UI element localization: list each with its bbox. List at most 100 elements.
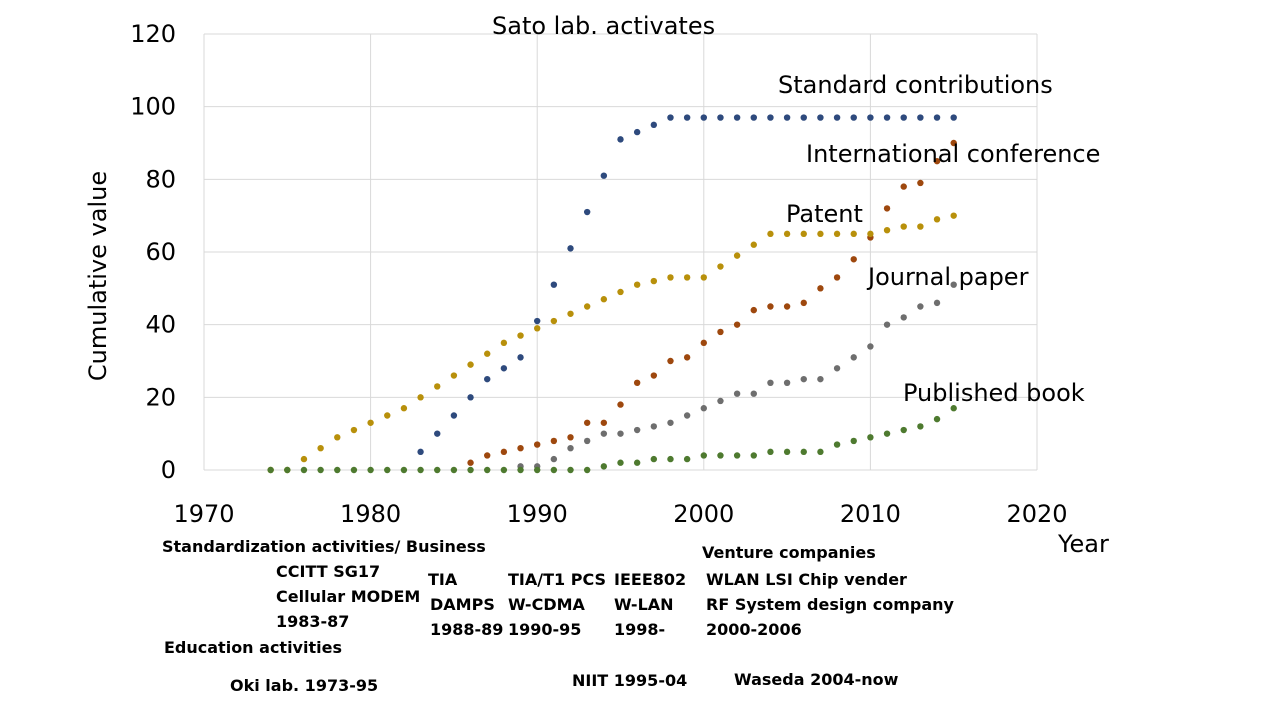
point-patent xyxy=(334,434,341,441)
point-published-book xyxy=(650,455,658,463)
point-standard-contributions xyxy=(484,375,491,383)
note-tia: TIA xyxy=(428,570,458,589)
point-international-conference xyxy=(717,328,724,336)
point-standard-contributions xyxy=(900,114,907,121)
point-patent xyxy=(867,230,874,238)
point-journal-paper xyxy=(567,445,574,452)
series-published-book xyxy=(267,405,957,474)
point-patent xyxy=(550,317,558,325)
point-journal-paper xyxy=(583,437,591,445)
point-patent xyxy=(850,230,857,238)
y-tick-label: 120 xyxy=(130,20,176,48)
point-published-book xyxy=(583,466,591,474)
point-standard-contributions xyxy=(600,172,608,179)
x-tick-label: 1980 xyxy=(340,500,401,528)
point-international-conference xyxy=(800,299,807,307)
point-international-conference xyxy=(600,419,608,426)
point-standard-contributions xyxy=(817,114,824,121)
point-patent xyxy=(833,230,841,238)
y-tick-label: 60 xyxy=(145,238,176,266)
point-patent xyxy=(950,212,957,219)
point-patent xyxy=(667,274,674,281)
label-standard-contributions: Standard contributions xyxy=(778,71,1053,99)
note-wcdma-years: 1990-95 xyxy=(508,620,582,639)
point-standard-contributions xyxy=(767,114,774,121)
point-international-conference xyxy=(683,354,691,361)
point-published-book xyxy=(867,434,874,441)
point-patent xyxy=(617,288,624,296)
point-standard-contributions xyxy=(450,412,458,419)
y-tick-label: 80 xyxy=(145,165,176,193)
note-venture-companies: Venture companies xyxy=(702,543,876,562)
series-standard-contributions xyxy=(417,114,957,456)
point-standard-contributions xyxy=(567,245,574,252)
x-tick-label: 2000 xyxy=(673,500,734,528)
series-international-conference xyxy=(467,139,957,466)
point-standard-contributions xyxy=(800,114,807,121)
point-published-book xyxy=(600,463,608,470)
point-journal-paper xyxy=(800,375,807,383)
note-damps: DAMPS xyxy=(430,595,495,614)
point-patent xyxy=(800,230,807,238)
point-published-book xyxy=(434,466,441,474)
point-patent xyxy=(650,277,658,285)
point-patent xyxy=(317,445,324,452)
point-published-book xyxy=(534,466,541,474)
note-education: Education activities xyxy=(164,638,342,657)
note-standardization-business: Standardization activities/ Business xyxy=(162,537,486,556)
point-journal-paper xyxy=(717,397,724,405)
point-international-conference xyxy=(850,256,857,263)
note-wcdma: W-CDMA xyxy=(508,595,585,614)
point-patent xyxy=(900,223,907,230)
x-tick-label: 1990 xyxy=(507,500,568,528)
series-journal-paper xyxy=(517,281,957,470)
point-standard-contributions xyxy=(883,114,891,121)
point-patent xyxy=(717,263,724,270)
data-points xyxy=(267,114,957,474)
y-tick-label: 20 xyxy=(145,383,176,411)
note-waseda: Waseda 2004-now xyxy=(734,670,899,689)
point-journal-paper xyxy=(750,390,757,397)
point-published-book xyxy=(750,452,757,459)
point-patent xyxy=(400,405,408,412)
point-published-book xyxy=(550,466,558,474)
point-published-book xyxy=(850,437,857,445)
point-international-conference xyxy=(534,441,541,448)
point-published-book xyxy=(334,466,341,474)
point-standard-contributions xyxy=(700,114,707,121)
point-published-book xyxy=(667,455,674,463)
point-published-book xyxy=(317,466,324,474)
point-published-book xyxy=(384,466,391,474)
point-published-book xyxy=(833,441,841,448)
point-patent xyxy=(683,274,691,281)
point-international-conference xyxy=(933,157,941,165)
note-tia-pcs: TIA/T1 PCS xyxy=(508,570,606,589)
point-international-conference xyxy=(583,419,591,426)
point-standard-contributions xyxy=(534,317,541,325)
point-international-conference xyxy=(500,448,508,456)
point-international-conference xyxy=(767,303,774,310)
point-standard-contributions xyxy=(867,114,874,121)
point-standard-contributions xyxy=(667,114,674,121)
point-journal-paper xyxy=(667,419,674,426)
point-published-book xyxy=(683,455,691,463)
point-standard-contributions xyxy=(783,114,791,121)
point-published-book xyxy=(284,466,291,474)
point-standard-contributions xyxy=(467,394,474,401)
point-standard-contributions xyxy=(683,114,691,121)
point-standard-contributions xyxy=(500,365,508,372)
point-international-conference xyxy=(650,372,658,379)
point-patent xyxy=(750,241,757,248)
x-tick-label: 2010 xyxy=(840,500,901,528)
point-standard-contributions xyxy=(933,114,941,121)
x-tick-labels: 1970 1980 1990 2000 2010 2020 xyxy=(173,500,1067,528)
point-journal-paper xyxy=(700,405,707,412)
point-published-book xyxy=(733,452,741,459)
point-patent xyxy=(583,303,591,310)
point-standard-contributions xyxy=(417,448,424,456)
point-standard-contributions xyxy=(850,114,857,121)
point-published-book xyxy=(617,459,624,466)
point-journal-paper xyxy=(950,281,957,288)
point-published-book xyxy=(633,459,641,466)
point-standard-contributions xyxy=(950,114,957,121)
